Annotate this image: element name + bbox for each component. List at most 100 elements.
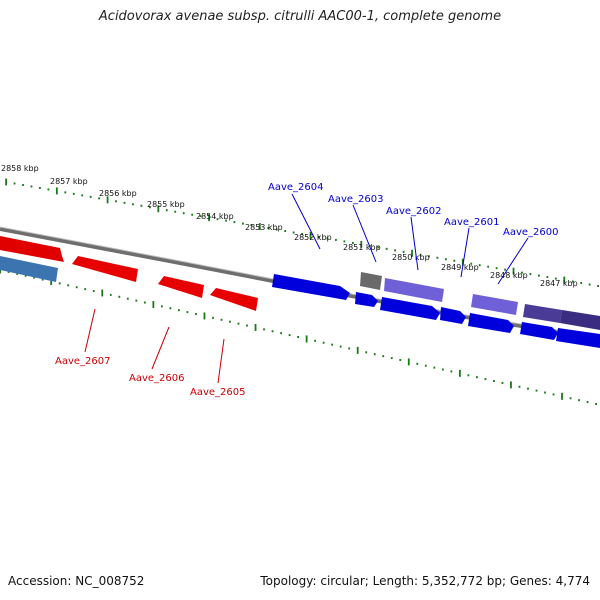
minor-tick bbox=[441, 368, 444, 371]
minor-tick bbox=[64, 191, 67, 194]
major-tick bbox=[510, 381, 512, 389]
kbp-label: 2850 kbp bbox=[392, 253, 430, 262]
minor-tick bbox=[242, 222, 244, 225]
gene-blue-2[interactable] bbox=[380, 297, 440, 320]
minor-tick bbox=[267, 227, 270, 230]
minor-tick bbox=[165, 209, 168, 212]
gene-label[interactable]: Aave_2604 bbox=[268, 182, 324, 193]
minor-tick bbox=[444, 258, 447, 261]
minor-tick bbox=[58, 282, 61, 285]
gene-aave-2607[interactable] bbox=[72, 256, 138, 282]
minor-tick bbox=[433, 366, 436, 369]
tick-track-outer bbox=[5, 178, 599, 287]
major-tick bbox=[461, 258, 464, 266]
gene-small-blue[interactable] bbox=[355, 292, 378, 307]
minor-tick bbox=[220, 318, 223, 321]
minor-tick bbox=[501, 381, 504, 384]
minor-tick bbox=[377, 246, 380, 249]
minor-tick bbox=[22, 183, 24, 186]
minor-tick bbox=[30, 185, 33, 188]
minor-tick bbox=[39, 186, 41, 189]
gene-blue-6[interactable] bbox=[556, 328, 600, 348]
major-tick bbox=[5, 178, 7, 186]
minor-tick bbox=[578, 399, 580, 402]
minor-tick bbox=[92, 290, 95, 293]
gene-label[interactable]: Aave_2606 bbox=[129, 373, 185, 384]
leader-line bbox=[217, 338, 225, 384]
minor-tick bbox=[297, 336, 299, 338]
gene-arrow-red-1[interactable] bbox=[0, 236, 64, 262]
leader-line bbox=[291, 193, 321, 250]
gene-aave-2602[interactable] bbox=[384, 278, 444, 302]
minor-tick bbox=[84, 288, 87, 291]
minor-tick bbox=[495, 267, 498, 270]
kbp-label: 2853 kbp bbox=[245, 223, 283, 232]
minor-tick bbox=[225, 219, 227, 222]
minor-tick bbox=[178, 309, 180, 312]
minor-tick bbox=[571, 280, 574, 283]
minor-tick bbox=[318, 235, 320, 238]
minor-tick bbox=[33, 276, 36, 279]
minor-tick bbox=[135, 299, 138, 302]
gene-blue-4[interactable] bbox=[468, 313, 514, 333]
minor-tick bbox=[126, 297, 129, 300]
gene-label[interactable]: Aave_2607 bbox=[55, 356, 111, 367]
kbp-label: 2847 kbp bbox=[540, 279, 578, 288]
gene-blue-3[interactable] bbox=[440, 307, 466, 324]
gene-label[interactable]: Aave_2602 bbox=[386, 206, 442, 217]
forward-strand-genes bbox=[272, 272, 600, 348]
minor-tick bbox=[335, 238, 337, 241]
gene-darkpurple-2[interactable] bbox=[560, 310, 600, 330]
minor-tick bbox=[280, 332, 282, 335]
minor-tick bbox=[199, 215, 202, 218]
gene-label[interactable]: Aave_2603 bbox=[328, 194, 384, 205]
minor-tick bbox=[476, 376, 478, 379]
gene-aave-2601[interactable] bbox=[471, 294, 518, 315]
leader-line bbox=[460, 227, 470, 278]
gene-aave-2606[interactable] bbox=[158, 276, 204, 298]
minor-tick bbox=[182, 212, 185, 215]
gene-aave-2603[interactable] bbox=[360, 272, 382, 290]
kbp-label: 2857 kbp bbox=[50, 177, 88, 186]
minor-tick bbox=[493, 380, 495, 383]
gene-blue-5[interactable] bbox=[520, 322, 558, 340]
leader-line bbox=[352, 204, 377, 263]
major-tick bbox=[561, 392, 563, 400]
minor-tick bbox=[7, 270, 10, 273]
minor-tick bbox=[351, 241, 354, 244]
major-tick bbox=[458, 369, 461, 377]
minor-tick bbox=[402, 250, 405, 253]
gene-aave-2604[interactable] bbox=[272, 274, 350, 300]
minor-tick bbox=[186, 311, 189, 314]
minor-tick bbox=[586, 401, 589, 404]
minor-tick bbox=[428, 255, 430, 258]
minor-tick bbox=[331, 343, 334, 346]
minor-tick bbox=[123, 201, 126, 204]
minor-tick bbox=[212, 316, 214, 319]
major-tick bbox=[258, 223, 261, 231]
minor-tick bbox=[544, 391, 546, 394]
minor-tick bbox=[554, 277, 557, 280]
gene-label[interactable]: Aave_2605 bbox=[190, 387, 246, 398]
minor-tick bbox=[365, 351, 368, 354]
gene-arrow-blue-steel[interactable] bbox=[0, 256, 58, 282]
kbp-label: 2852 kbp bbox=[294, 233, 332, 242]
minor-tick bbox=[314, 339, 317, 342]
topology-label: Topology: circular; Length: 5,352,772 bp… bbox=[260, 574, 590, 588]
minor-tick bbox=[487, 265, 490, 268]
reverse-strand-genes bbox=[0, 236, 258, 311]
minor-tick bbox=[390, 357, 393, 360]
major-tick bbox=[254, 323, 257, 331]
gene-label[interactable]: Aave_2601 bbox=[444, 217, 500, 228]
gene-label[interactable]: Aave_2600 bbox=[503, 227, 559, 238]
minor-tick bbox=[237, 322, 240, 325]
minor-tick bbox=[67, 284, 70, 287]
minor-tick bbox=[450, 370, 453, 373]
minor-tick bbox=[233, 221, 236, 224]
minor-tick bbox=[271, 330, 274, 333]
gene-aave-2600[interactable] bbox=[523, 304, 562, 323]
minor-tick bbox=[81, 194, 84, 197]
gene-aave-2605[interactable] bbox=[210, 288, 258, 311]
minor-tick bbox=[588, 283, 591, 286]
major-tick bbox=[55, 187, 58, 195]
